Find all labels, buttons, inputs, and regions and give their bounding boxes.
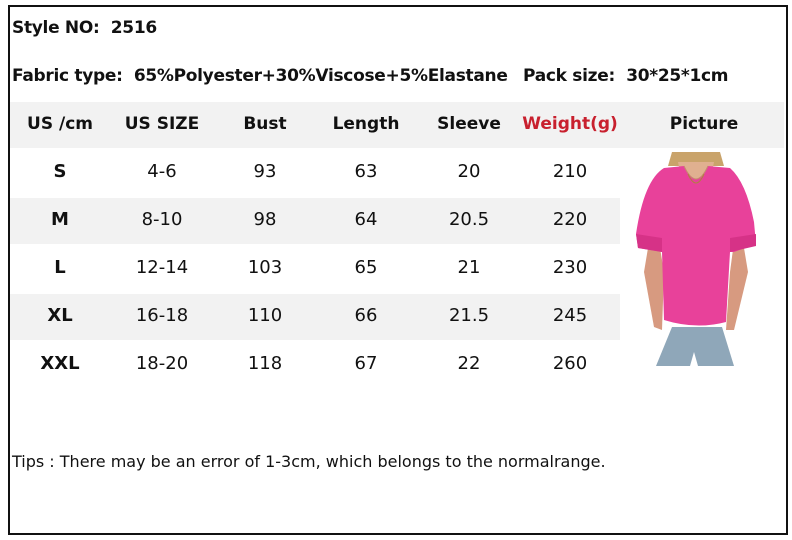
table-cell: 12-14 xyxy=(135,257,189,278)
table-cell: 103 xyxy=(247,257,283,278)
tips-note: Tips : There may be an error of 1-3cm, w… xyxy=(12,452,606,471)
table-cell: 21 xyxy=(457,257,481,278)
table-cell: 64 xyxy=(354,209,378,230)
column-header: Length xyxy=(332,114,400,134)
column-header: US SIZE xyxy=(124,114,200,134)
table-cell: 98 xyxy=(253,209,277,230)
pack-label: Pack size: xyxy=(523,66,615,86)
table-row-bg xyxy=(10,198,620,244)
fabric-label: Fabric type: xyxy=(12,66,123,86)
size-chart-frame xyxy=(8,5,788,535)
table-cell: 8-10 xyxy=(141,209,183,230)
table-cell: M xyxy=(51,209,69,230)
table-cell: L xyxy=(54,257,66,278)
table-cell: 260 xyxy=(552,353,588,374)
table-cell: 20 xyxy=(457,161,481,182)
table-cell: 22 xyxy=(457,353,481,374)
product-picture xyxy=(634,152,758,366)
column-header: Sleeve xyxy=(437,114,501,134)
table-cell: 20.5 xyxy=(448,209,490,230)
table-cell: 67 xyxy=(354,353,378,374)
table-cell: S xyxy=(53,161,67,182)
table-cell: 110 xyxy=(247,305,283,326)
style-number: Style NO: 2516 xyxy=(12,18,157,38)
fabric-value: 65%Polyester+30%Viscose+5%Elastane xyxy=(133,66,508,86)
table-cell: 220 xyxy=(552,209,588,230)
style-label: Style NO: xyxy=(12,18,100,38)
table-cell: 18-20 xyxy=(135,353,189,374)
table-cell: 93 xyxy=(253,161,277,182)
column-header: US /cm xyxy=(27,114,93,134)
column-header: Bust xyxy=(243,114,287,134)
table-cell: XXL xyxy=(40,353,80,374)
fabric-type: Fabric type: 65%Polyester+30%Viscose+5%E… xyxy=(12,66,508,86)
column-header: Picture xyxy=(669,114,739,134)
column-header: Weight(g) xyxy=(522,114,618,134)
table-row-bg xyxy=(10,294,620,340)
style-value: 2516 xyxy=(110,18,157,38)
pack-value: 30*25*1cm xyxy=(626,66,729,86)
table-cell: 21.5 xyxy=(448,305,490,326)
table-cell: 230 xyxy=(552,257,588,278)
table-cell: 4-6 xyxy=(147,161,177,182)
pack-size: Pack size: 30*25*1cm xyxy=(523,66,729,86)
table-cell: 66 xyxy=(354,305,378,326)
table-cell: 65 xyxy=(354,257,378,278)
table-cell: 16-18 xyxy=(135,305,189,326)
table-cell: 245 xyxy=(552,305,588,326)
table-cell: 118 xyxy=(247,353,283,374)
table-cell: 63 xyxy=(354,161,378,182)
table-cell: 210 xyxy=(552,161,588,182)
table-header xyxy=(10,102,784,148)
table-cell: XL xyxy=(47,305,73,326)
